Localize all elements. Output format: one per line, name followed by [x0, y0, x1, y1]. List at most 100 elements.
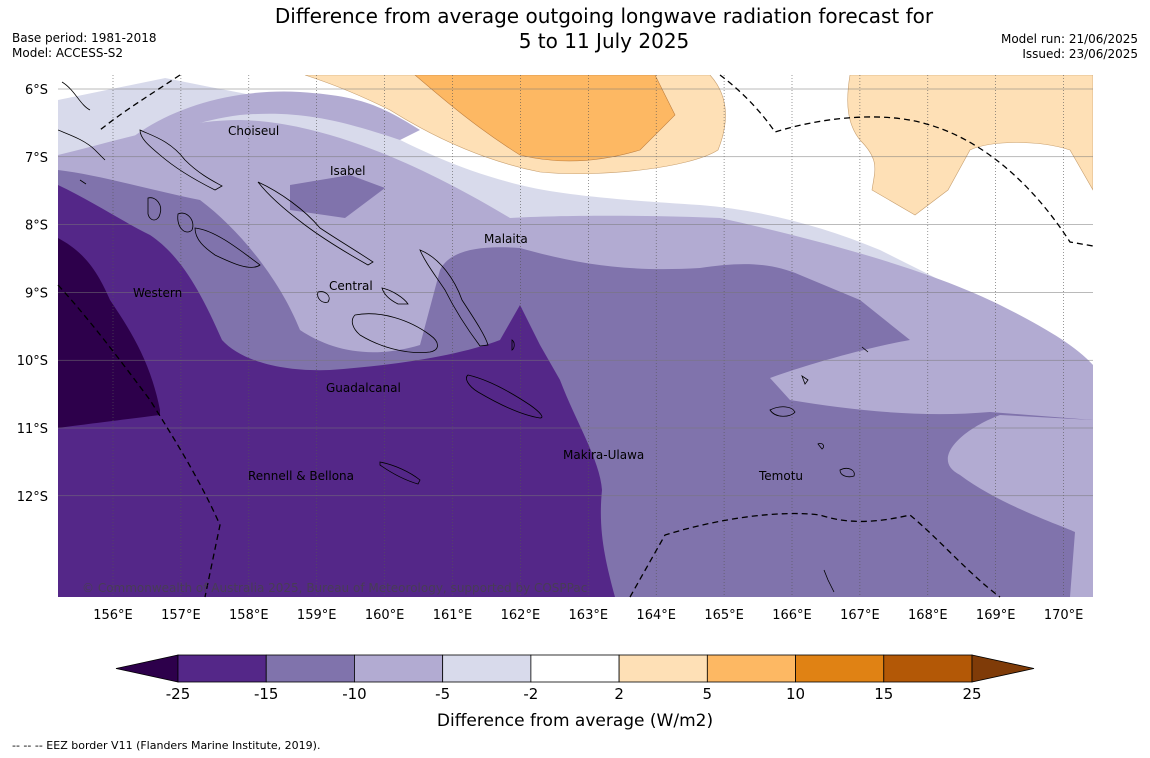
contour-fill-negative-mid-se [947, 415, 1093, 597]
forecast-map [58, 75, 1093, 597]
title-line-1: Difference from average outgoing longwav… [274, 4, 934, 28]
colorbar-tick-label: -25 [166, 685, 191, 703]
colorbar-extend-high [971, 654, 1035, 683]
island-russell [317, 291, 330, 303]
title-line-2: 5 to 11 July 2025 [518, 29, 690, 53]
longitude-label: 160°E [365, 608, 405, 623]
colorbar-bin [530, 654, 620, 683]
colorbar-bin [354, 654, 444, 683]
island-santa-cruz [769, 406, 796, 417]
region-label-choiseul: Choiseul [228, 124, 279, 138]
latitude-label: 11°S [17, 422, 48, 437]
colorbar-tick-label: -15 [254, 685, 279, 703]
issued-date: Issued: 23/06/2025 [1022, 47, 1138, 61]
island-kolombangara [177, 212, 194, 233]
meta-right: Model run: 21/06/2025 Issued: 23/06/2025 [1001, 32, 1138, 62]
colorbar-tick-label: 10 [786, 685, 805, 703]
meta-left: Base period: 1981-2018 Model: ACCESS-S2 [12, 31, 157, 61]
island-isabel [257, 181, 374, 266]
region-label-western: Western [133, 286, 182, 300]
island-new-georgia [194, 227, 261, 268]
model-name: Model: ACCESS-S2 [12, 46, 124, 60]
region-label-makira-ulawa: Makira-Ulawa [563, 448, 644, 462]
latitude-labels: 6°S 7°S 8°S 9°S 10°S 11°S 12°S [17, 83, 48, 505]
contour-fill-negative-very-strong [58, 185, 615, 597]
graticule [58, 75, 1093, 597]
island-makira [466, 374, 543, 419]
longitude-label: 158°E [229, 608, 269, 623]
coastlines [58, 81, 869, 593]
latitude-label: 9°S [25, 286, 48, 301]
region-label-central: Central [329, 279, 373, 293]
region-label-isabel: Isabel [330, 164, 365, 178]
island-vella-lavella [147, 197, 162, 221]
colorbar-label: Difference from average (W/m2) [437, 711, 713, 731]
colorbar-bin [265, 654, 355, 683]
colorbar [115, 654, 1035, 683]
colorbar-bin [706, 654, 796, 683]
colorbar-tick-label: -10 [342, 685, 367, 703]
colorbar-ticks: -25 -15 -10 -5 -2 2 5 10 15 25 [166, 685, 982, 703]
island-small-south [511, 339, 515, 351]
region-label-guadalcanal: Guadalcanal [326, 381, 401, 395]
contour-fill-positive [414, 75, 676, 162]
longitude-label: 164°E [636, 608, 676, 623]
coast-bougainville [58, 129, 106, 161]
colorbar-tick-label: -2 [523, 685, 538, 703]
eez-border-south [629, 512, 1001, 598]
region-labels: Choiseul Isabel Malaita Western Central … [133, 124, 803, 483]
island-choiseul [139, 129, 223, 191]
latitude-label: 6°S [25, 83, 48, 98]
eez-border-north [719, 74, 1094, 247]
island-duff [861, 346, 869, 353]
island-malaita [419, 249, 489, 347]
latitude-label: 7°S [25, 151, 48, 166]
base-period: Base period: 1981-2018 [12, 31, 157, 45]
longitude-label: 167°E [840, 608, 880, 623]
region-label-rennell-bellona: Rennell & Bellona [248, 469, 354, 483]
island-rennell [379, 461, 421, 485]
contour-fill-positive-east [847, 75, 1093, 216]
model-run: Model run: 21/06/2025 [1000, 32, 1138, 46]
colorbar-bin [618, 654, 708, 683]
island-reef-islands [801, 374, 809, 385]
island-tikopia [817, 443, 825, 450]
longitude-label: 159°E [297, 608, 337, 623]
latitude-label: 8°S [25, 219, 48, 234]
longitude-label: 169°E [976, 608, 1016, 623]
contour-fill-neutral-nw [58, 75, 180, 100]
longitude-label: 168°E [908, 608, 948, 623]
copyright-notice: © Commonwealth of Australia 2025, Bureau… [82, 581, 587, 595]
latitude-label: 12°S [17, 490, 48, 505]
eez-footnote: -- -- -- EEZ border V11 (Flanders Marine… [12, 739, 321, 752]
longitude-label: 157°E [161, 608, 201, 623]
colorbar-bin [795, 654, 885, 683]
colorbar-tick-label: 2 [614, 685, 624, 703]
longitude-label: 165°E [704, 608, 744, 623]
longitude-label: 156°E [93, 608, 133, 623]
longitude-label: 163°E [569, 608, 609, 623]
island-shortland [79, 179, 87, 185]
longitude-labels: 156°E 157°E 158°E 159°E 160°E 161°E 162°E 163°E… [93, 608, 1083, 623]
longitude-label: 166°E [772, 608, 812, 623]
colorbar-tick-label: 5 [703, 685, 713, 703]
colorbar-bin [177, 654, 267, 683]
colorbar-tick-label: -5 [435, 685, 450, 703]
contour-fill-negative-extreme [58, 238, 160, 428]
colorbar-tick-label: 15 [874, 685, 893, 703]
longitude-label: 161°E [433, 608, 473, 623]
colorbar-bin [442, 654, 532, 683]
chart-title: Difference from average outgoing longwav… [0, 4, 1150, 54]
region-label-temotu: Temotu [758, 469, 803, 483]
longitude-label: 162°E [501, 608, 541, 623]
eez-border-west [57, 284, 221, 598]
island-anuta [823, 569, 835, 593]
eez-border-northwest [99, 74, 181, 131]
island-nggela [381, 287, 409, 305]
latitude-label: 10°S [17, 354, 48, 369]
colorbar-bin [883, 654, 973, 683]
region-label-malaita: Malaita [484, 232, 528, 246]
longitude-label: 170°E [1044, 608, 1084, 623]
island-vanikoro [839, 468, 855, 478]
